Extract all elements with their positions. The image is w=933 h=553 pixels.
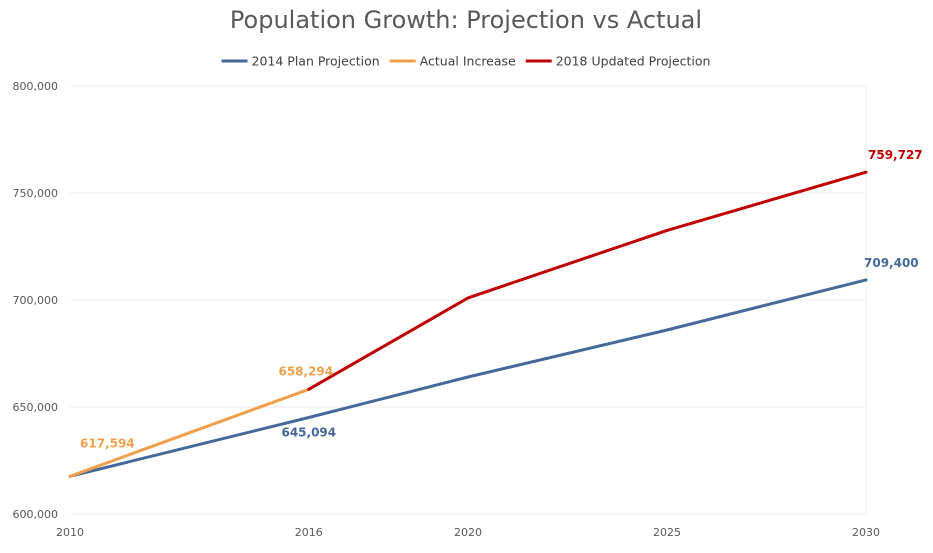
y-tick-label: 650,000 [13,401,59,414]
series-lines [70,172,866,476]
legend-label: Actual Increase [420,54,516,69]
y-tick-label: 800,000 [13,80,59,93]
y-tick-label: 750,000 [13,187,59,200]
data-label: 617,594 [80,436,135,450]
legend-item: 2014 Plan Projection [222,54,380,69]
legend-item: 2018 Updated Projection [526,54,711,69]
data-label: 658,294 [278,364,333,378]
y-axis: 600,000 650,000 700,000 750,000 800,000 [13,80,59,521]
legend-label: 2018 Updated Projection [556,54,711,69]
legend-item: Actual Increase [390,54,516,69]
chart-legend: 2014 Plan Projection Actual Increase 2018 … [222,54,711,69]
series-line-2 [309,172,866,389]
x-tick-label: 2016 [295,526,323,539]
x-tick-label: 2030 [852,526,880,539]
data-label: 709,400 [864,256,919,270]
chart-title: Population Growth: Projection vs Actual [230,6,702,34]
x-tick-label: 2020 [454,526,482,539]
population-line-chart: Population Growth: Projection vs Actual … [0,0,933,553]
data-label: 759,727 [868,148,923,162]
series-line-0 [70,280,866,476]
x-tick-label: 2010 [56,526,84,539]
gridlines [70,86,866,514]
y-tick-label: 600,000 [13,508,59,521]
x-tick-label: 2025 [653,526,681,539]
y-tick-label: 700,000 [13,294,59,307]
series-line-1 [70,389,309,476]
data-label: 645,094 [281,425,336,439]
x-axis: 2010 2016 2020 2025 2030 [56,526,880,539]
legend-label: 2014 Plan Projection [252,54,380,69]
